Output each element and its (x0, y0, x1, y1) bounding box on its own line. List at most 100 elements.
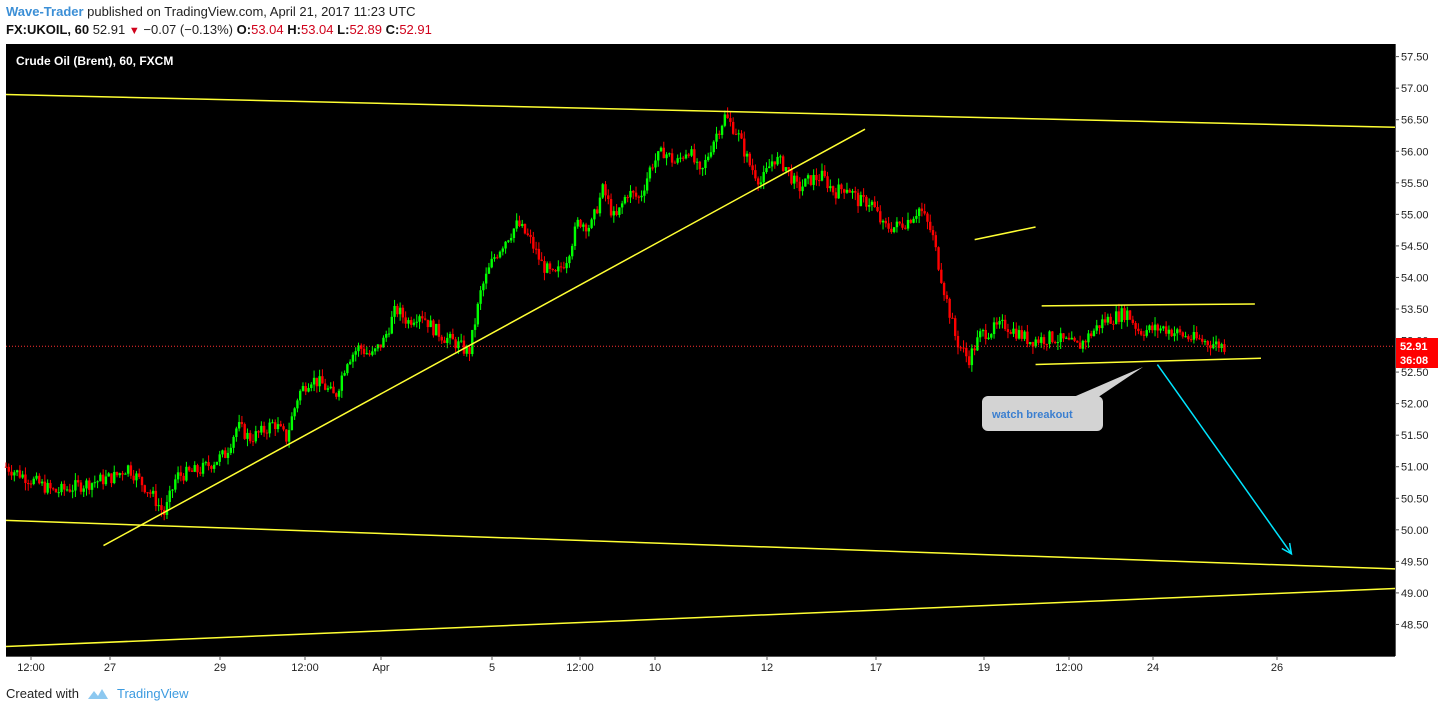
trendlines-layer[interactable] (5, 93, 1396, 648)
candle-body (723, 114, 727, 126)
candle-body (326, 388, 330, 390)
candle-body (1001, 319, 1004, 321)
candle-body (1114, 311, 1118, 324)
candle-body (290, 416, 294, 431)
candle-body (1181, 332, 1184, 337)
candle-body (1020, 330, 1024, 339)
candle-body (776, 156, 779, 165)
candle-body (346, 364, 349, 374)
candle-body (684, 154, 688, 159)
candle-body (432, 320, 435, 336)
candle-body (634, 192, 638, 197)
candle-body (68, 489, 72, 492)
candle-body (382, 337, 385, 348)
candle-body (582, 224, 585, 227)
candle-body (718, 133, 721, 135)
candle-body (29, 483, 33, 485)
candle-body (976, 337, 979, 351)
candle-body (423, 318, 427, 320)
close-value: 52.91 (399, 22, 432, 37)
price-axis[interactable]: 48.50 49.00 49.50 50.00 50.50 51.00 51.50 52.00… (1395, 52, 1429, 632)
candle-body (115, 471, 119, 476)
time-tick-label: 19 (978, 662, 990, 674)
time-tick-label: 5 (489, 662, 495, 674)
down-arrow-icon: ▼ (128, 25, 140, 37)
candle-body (149, 492, 152, 494)
candle-body (1192, 332, 1196, 340)
candle-body (476, 303, 480, 325)
time-axis[interactable]: 12:00 27 29 12:00 Apr 5 12:00 10 12 17 19 12:00 24 26 (17, 656, 1283, 674)
candle-body (595, 209, 599, 214)
candle-body (276, 424, 280, 430)
candle-body (820, 170, 824, 181)
candle-body (1206, 341, 1209, 346)
candle-body (532, 236, 535, 249)
candle-body (390, 316, 393, 334)
candle-body (493, 257, 496, 259)
trendline[interactable] (974, 226, 1036, 241)
candle-body (240, 422, 244, 425)
candle-body (1109, 316, 1112, 324)
candle-body (323, 383, 327, 390)
candle-body (199, 472, 202, 474)
candle-body (179, 472, 183, 476)
author-link[interactable]: Wave-Trader (6, 4, 84, 19)
tradingview-brand-link[interactable]: TradingView (116, 686, 189, 701)
candle-body (1217, 341, 1221, 349)
price-tick-label: 48.50 (1401, 619, 1429, 631)
candle-body (93, 482, 97, 484)
candle-body (15, 470, 19, 473)
candle-body (512, 228, 516, 238)
candle-body (96, 481, 99, 483)
candle-body (415, 321, 418, 323)
candle-body (1070, 337, 1073, 340)
candle-body (654, 160, 657, 168)
candle-body (648, 167, 652, 179)
tradingview-logo-icon (87, 688, 108, 699)
candle-body (434, 323, 438, 336)
published-text: published on TradingView.com, April 21, … (83, 4, 416, 19)
candle-body (779, 156, 782, 158)
candle-body (1189, 339, 1193, 341)
candle-body (10, 471, 13, 476)
candle-body (1017, 330, 1021, 339)
candle-body (260, 425, 263, 433)
candle-body (138, 473, 141, 477)
trendline[interactable] (1041, 303, 1255, 307)
candle-body (865, 196, 868, 207)
candle-body (398, 307, 402, 315)
time-tick-label: 26 (1271, 662, 1283, 674)
candle-body (873, 201, 876, 208)
candle-body (768, 166, 771, 169)
candle-body (429, 320, 432, 328)
candle-body (740, 133, 743, 139)
trendline[interactable] (5, 519, 1396, 570)
candle-body (371, 351, 374, 355)
candle-body (1131, 319, 1135, 324)
trendline[interactable] (5, 587, 1396, 648)
annotation-callout[interactable]: watch breakout (982, 367, 1143, 431)
candle-body (410, 320, 413, 325)
candle-body (76, 480, 80, 483)
candle-body (457, 341, 460, 349)
candle-body (287, 430, 291, 442)
trendline[interactable] (5, 93, 1396, 129)
candle-body (57, 492, 60, 494)
candle-body (71, 490, 74, 492)
candle-body (168, 490, 171, 503)
candle-body (43, 481, 47, 493)
candle-body (90, 483, 94, 490)
trendline[interactable] (1035, 357, 1261, 366)
price-change: −0.07 (−0.13%) (143, 22, 234, 37)
candle-body (274, 422, 277, 430)
candle-body (1051, 331, 1054, 342)
candle-body (379, 344, 382, 348)
candle-body (920, 208, 924, 212)
time-tick-label: 29 (214, 662, 226, 674)
candle-body (1076, 340, 1079, 343)
candle-body (773, 161, 776, 165)
candle-body (293, 408, 296, 417)
trendline[interactable] (103, 128, 866, 547)
projection-arrow-line[interactable] (1156, 364, 1293, 555)
